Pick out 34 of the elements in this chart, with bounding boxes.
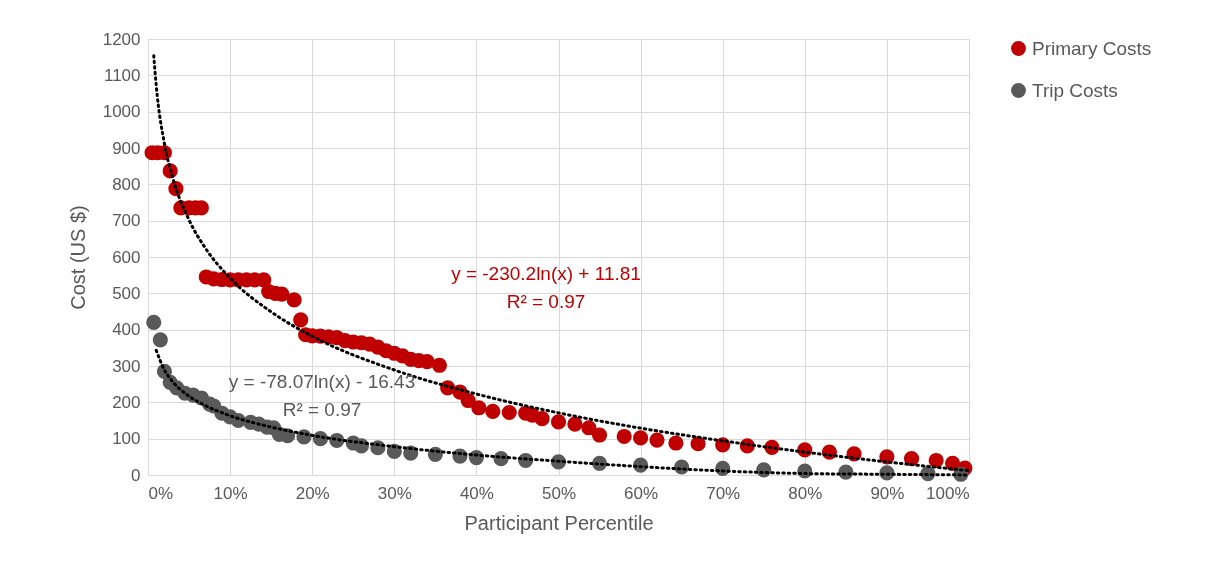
x-tick-label: 20% [295, 483, 330, 503]
y-tick-label: 500 [112, 283, 141, 303]
x-tick-label: 100% [926, 483, 970, 503]
x-axis-title: Participant Percentile [464, 511, 654, 534]
y-tick-label: 600 [112, 247, 141, 267]
point [152, 332, 168, 348]
y-tick-label: 800 [112, 174, 141, 194]
point [146, 314, 162, 330]
x-tick-label: 70% [706, 483, 741, 503]
y-tick-label: 200 [112, 392, 141, 412]
annotation: R² = 0.97 [506, 291, 586, 312]
y-tick-label: 1000 [102, 102, 141, 122]
x-tick-label: 40% [459, 483, 494, 503]
legend-label: Trip Costs [1032, 79, 1118, 101]
y-tick-label: 900 [112, 138, 141, 158]
x-tick-label: 50% [541, 483, 577, 503]
legend-label: Primary Costs [1032, 37, 1152, 59]
y-tick-label: 0 [131, 465, 141, 485]
x-tick-label: 10% [213, 483, 248, 503]
x-tick-label: 60% [624, 483, 659, 503]
x-tick-label: 30% [377, 483, 412, 503]
y-tick-label: 700 [112, 211, 141, 231]
annotation: y = -230.2ln(x) + 11.81 [451, 263, 641, 284]
y-tick-label: 1100 [103, 65, 141, 85]
y-tick-label: 300 [112, 356, 141, 376]
y-axis-title: Cost (US $) [66, 205, 89, 310]
x-tick-label: 90% [870, 483, 905, 503]
x-tick-label: 0% [148, 483, 174, 503]
x-tick-label: 80% [788, 483, 823, 503]
annotation: R² = 0.97 [282, 399, 362, 420]
y-tick-label: 1200 [102, 29, 141, 49]
annotation: y = -78.07ln(x) - 16.43 [228, 371, 416, 392]
y-tick-label: 100 [112, 429, 141, 449]
y-tick-label: 400 [112, 320, 141, 340]
